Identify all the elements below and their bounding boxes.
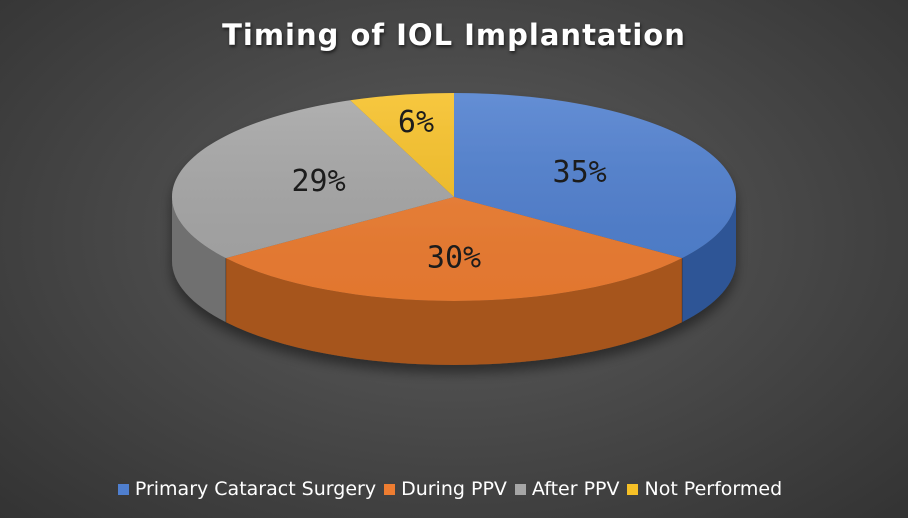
legend-item-during-ppv: During PPV (384, 478, 507, 500)
legend-swatch (384, 483, 396, 495)
legend-label: Not Performed (644, 478, 783, 500)
pie-label-after-ppv: 29% (292, 164, 346, 199)
legend-item-primary-cataract-surgery: Primary Cataract Surgery (117, 478, 377, 500)
chart-title: Timing of IOL Implantation (222, 18, 686, 52)
pie-top-highlight (172, 93, 736, 301)
pie-side-primary-cataract-surgery (682, 197, 736, 323)
legend-label: After PPV (531, 478, 620, 500)
pie-label-not-performed: 6% (398, 105, 434, 140)
pie-label-primary-cataract-surgery: 35% (553, 155, 607, 190)
pie-side-after-ppv (172, 197, 226, 323)
legend-label: Primary Cataract Surgery (134, 478, 377, 500)
pie-labels: 35% 30% 29% 6% (292, 105, 607, 276)
legend-swatch (627, 483, 639, 495)
legend-item-after-ppv: After PPV (514, 478, 620, 500)
pie-top-faces (172, 93, 737, 301)
pie-label-during-ppv: 30% (427, 241, 481, 276)
legend-label: During PPV (401, 478, 507, 500)
pie-side-walls (172, 197, 736, 365)
legend: Primary Cataract Surgery During PPV After … (0, 478, 908, 500)
legend-swatch (514, 483, 526, 495)
legend-item-not-performed: Not Performed (627, 478, 782, 500)
pie-side-during-ppv (225, 258, 683, 365)
legend-swatch (117, 483, 129, 495)
